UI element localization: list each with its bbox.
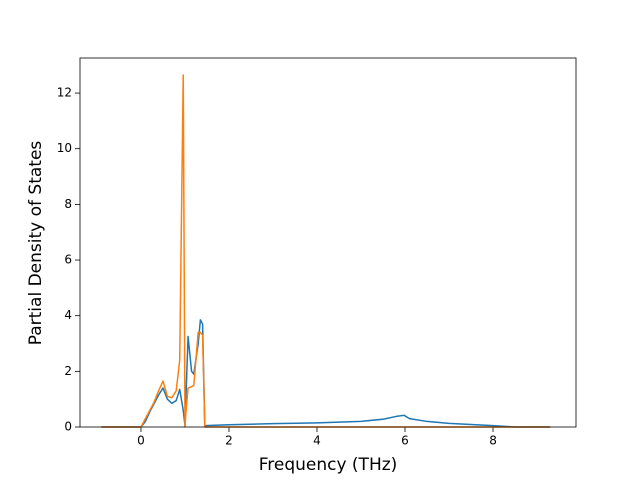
x-tick-label: 6: [401, 434, 409, 448]
series-line: [101, 74, 551, 428]
y-tick-label: 0: [64, 420, 72, 434]
plot-frame: [79, 57, 577, 428]
x-tick-label: 0: [137, 434, 145, 448]
y-tick-label: 4: [64, 308, 72, 322]
y-tick-label: 8: [64, 197, 72, 211]
x-axis-title: Frequency (THz): [259, 455, 398, 475]
y-tick-label: 12: [57, 86, 72, 100]
y-tick-label: 6: [64, 253, 72, 267]
x-tick-label: 8: [489, 434, 497, 448]
y-tick-label: 2: [64, 364, 72, 378]
x-tick-label: 2: [225, 434, 233, 448]
y-axis-title: Partial Density of States: [26, 141, 46, 346]
series-line: [101, 319, 551, 428]
y-tick-label: 10: [57, 141, 72, 155]
x-tick-label: 4: [313, 434, 321, 448]
